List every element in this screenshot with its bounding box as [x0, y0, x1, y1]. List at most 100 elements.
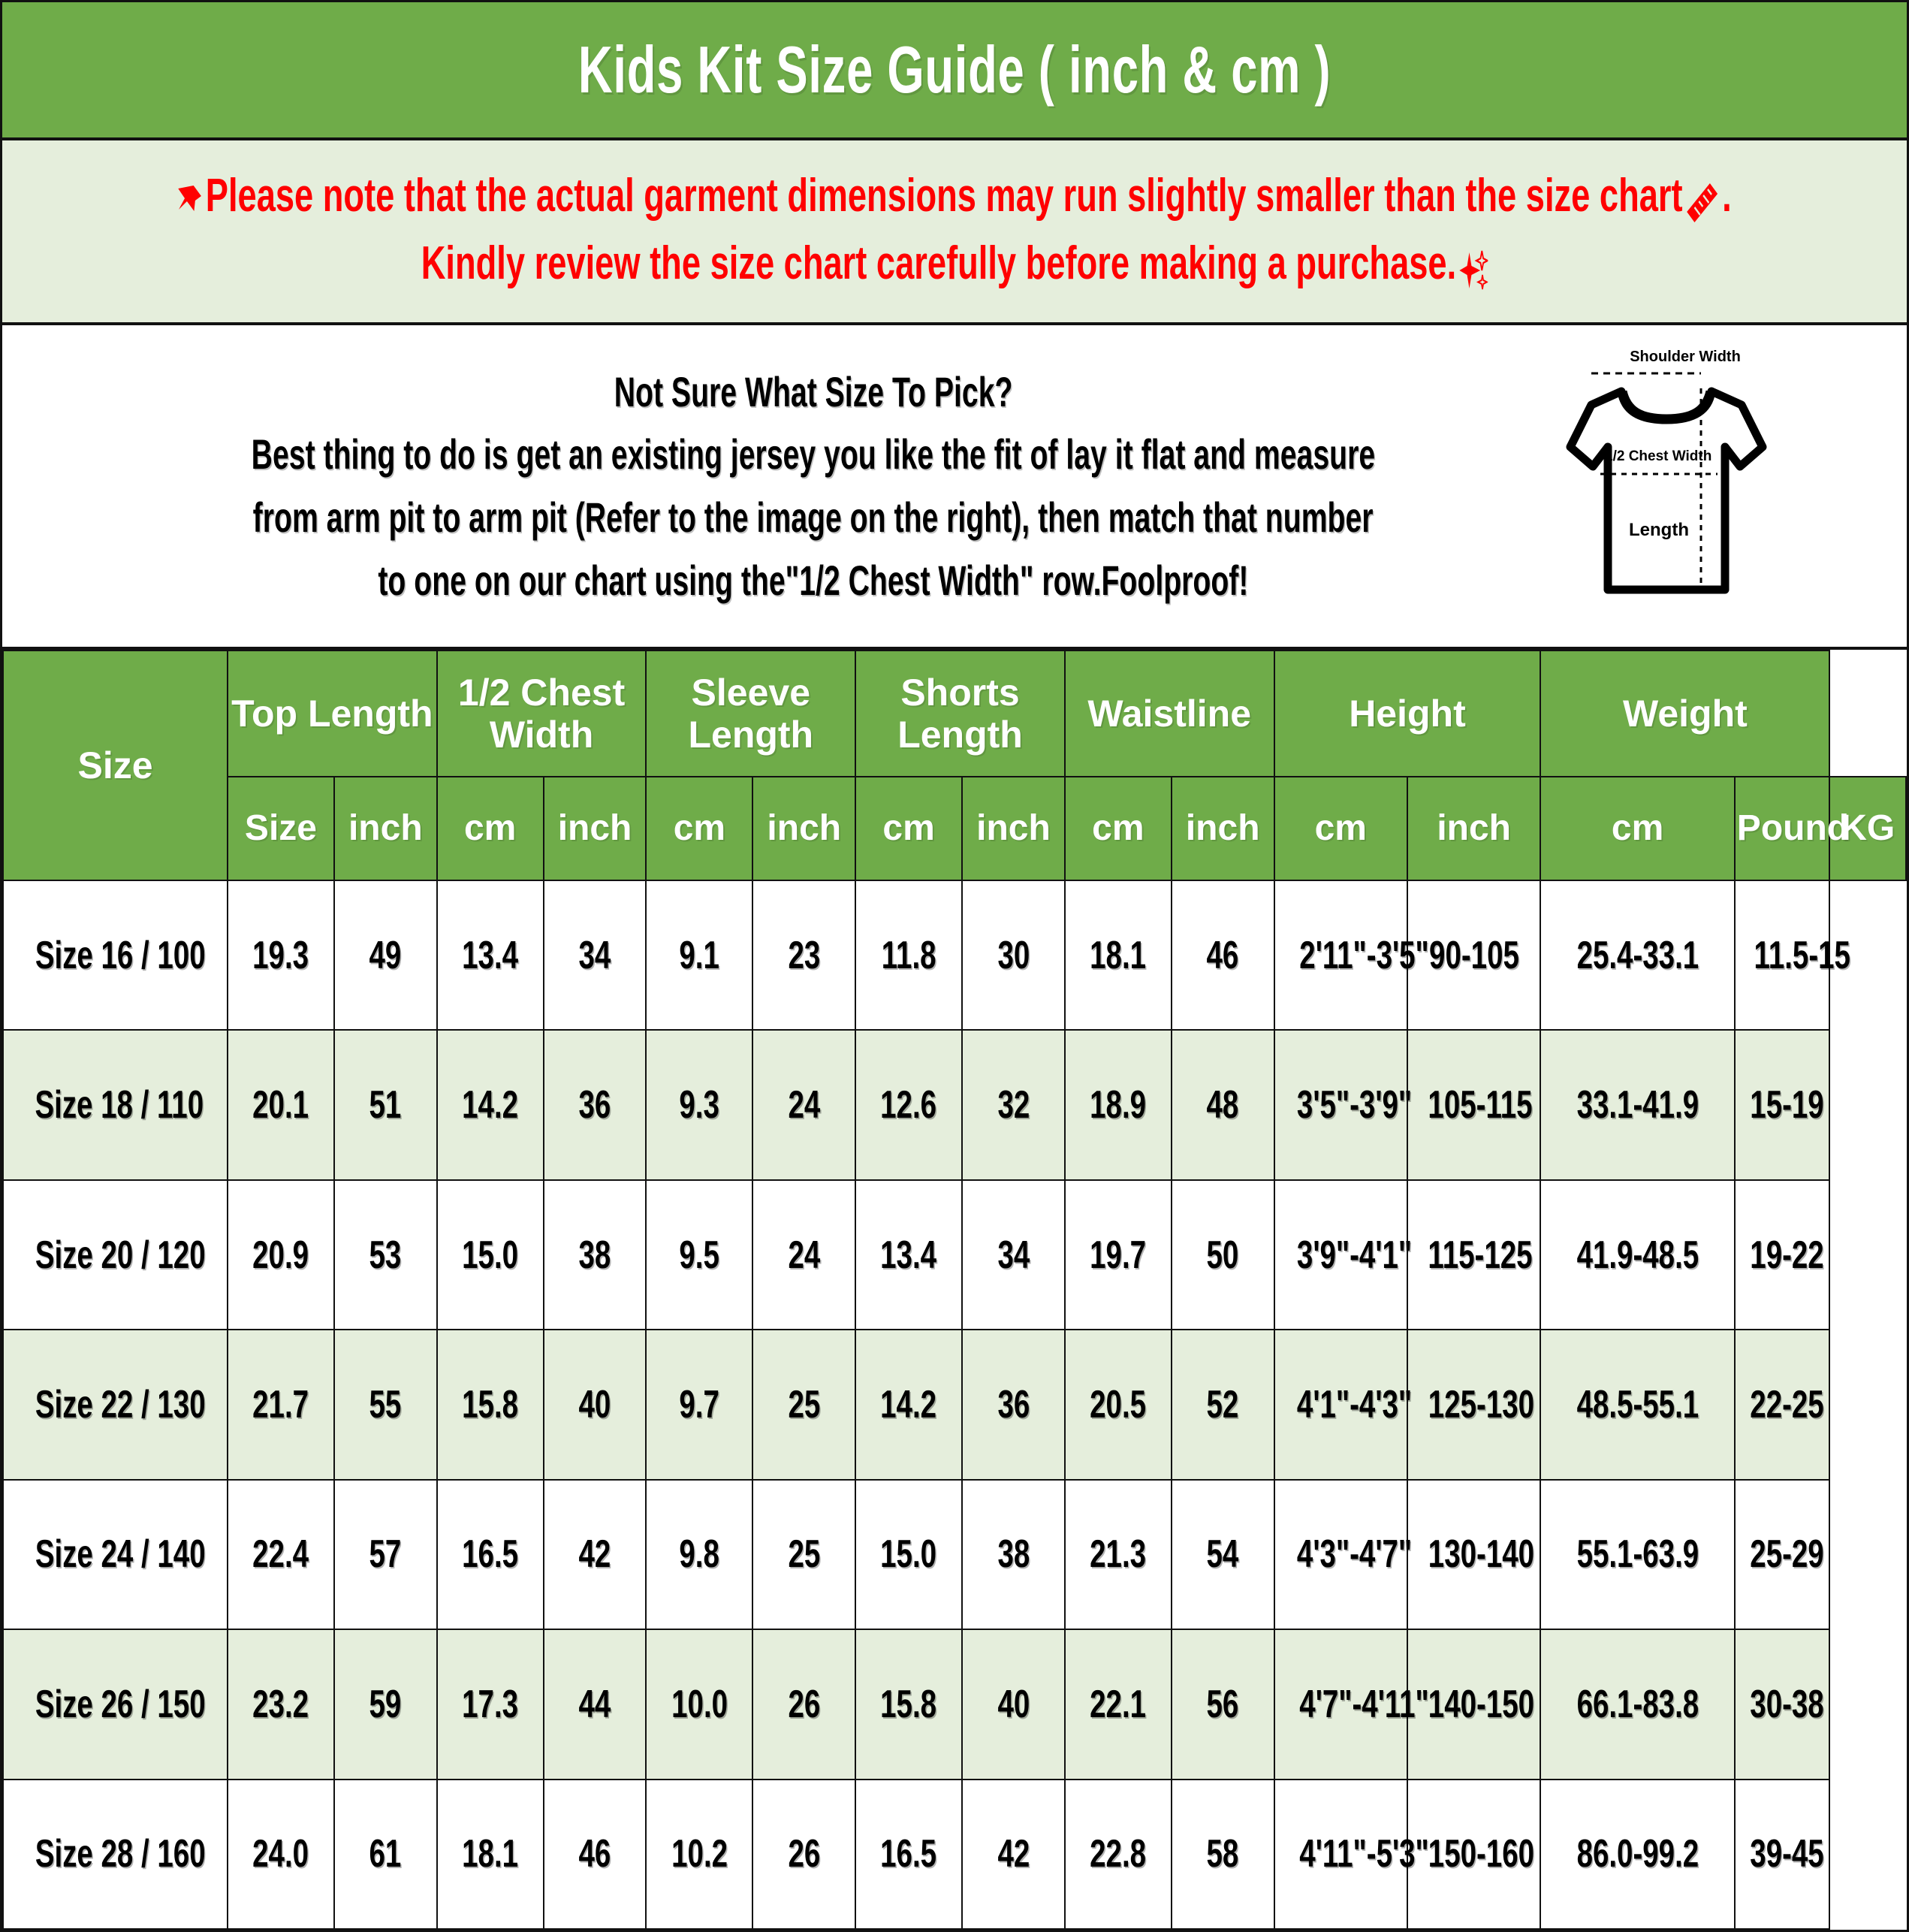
measurement-cell: 9.7 [645, 1329, 754, 1481]
measurement-cell: 9.8 [645, 1478, 754, 1631]
measurement-cell: 23.2 [227, 1629, 335, 1780]
header-waistline: Waistline [1063, 650, 1275, 777]
shoulder-width-label: Shoulder Width [1630, 349, 1741, 365]
size-label-cell: Size 24 / 140 [2, 1478, 228, 1631]
measurement-cell: 4'3"-4'7" [1273, 1478, 1412, 1631]
table-row: Size 24 / 140 22.4 57 16.5 42 9.8 25 15.0 38 21.3… [2, 1478, 1906, 1631]
instructions-line-2: from arm pit to arm pit (Refer to the im… [253, 494, 1374, 541]
size-label-cell: Size 26 / 150 [2, 1629, 228, 1780]
measurement-cell: 11.8 [855, 879, 964, 1031]
tshirt-measurement-diagram: Shoulder Width 1/2 Chest Width Length [1561, 342, 1809, 620]
measurement-cell: 54 [1170, 1478, 1275, 1631]
measurement-cell: 19-22 [1733, 1179, 1831, 1331]
notice-text-1: Please note that the actual garment dime… [205, 170, 1683, 222]
size-label-cell: Size 22 / 130 [2, 1329, 228, 1481]
measurement-cell: 57 [333, 1478, 438, 1631]
header-sleeve-length: Sleeve Length [645, 650, 857, 777]
measurement-cell: 4'1"-4'3" [1273, 1329, 1412, 1481]
measurement-cell: 40 [961, 1629, 1066, 1780]
tshirt-collar [1618, 390, 1714, 423]
measurement-cell: 15-19 [1733, 1029, 1831, 1181]
measurement-cell: 15.8 [855, 1629, 964, 1780]
measurement-cell: 18.1 [1063, 879, 1172, 1031]
measurement-cell: 59 [333, 1629, 438, 1780]
measurement-cell: 61 [333, 1778, 438, 1930]
instructions-heading: Not Sure What Size To Pick? [614, 367, 1013, 415]
measurement-cell: 25 [752, 1478, 857, 1631]
measurement-cell: 3'5"-3'9" [1273, 1029, 1412, 1181]
notice-line-1: Please note that the actual garment dime… [177, 162, 1732, 230]
measurement-cell: 56 [1170, 1629, 1275, 1780]
measurement-cell: 58 [1170, 1778, 1275, 1930]
notice-text-1-tail: . [1722, 170, 1732, 222]
size-chart-table: Size Top Length 1/2 Chest Width Sleeve L… [2, 650, 1907, 1930]
measurement-cell: 17.3 [436, 1629, 544, 1780]
measurement-cell: 22-25 [1733, 1329, 1831, 1481]
measurement-cell: 15.0 [855, 1478, 964, 1631]
measurement-cell: 15.0 [436, 1179, 544, 1331]
size-label-cell: Size 28 / 160 [2, 1778, 228, 1930]
measurement-cell: 55.1-63.9 [1540, 1478, 1736, 1631]
measurement-cell: 22.1 [1063, 1629, 1172, 1780]
measurement-cell: 2'11"-3'5" [1273, 879, 1428, 1031]
measurement-cell: 44 [542, 1629, 647, 1780]
measurement-cell: 40 [542, 1329, 647, 1481]
unit-header-11: inch [1406, 776, 1542, 881]
measurement-cell: 50 [1170, 1179, 1275, 1331]
measurement-cell: 20.9 [227, 1179, 335, 1331]
measurement-cell: 9.5 [645, 1179, 754, 1331]
measurement-cell: 12.6 [855, 1029, 964, 1181]
measurement-cell: 22.4 [227, 1478, 335, 1631]
measurement-cell: 18.1 [436, 1778, 544, 1930]
size-label-cell: Size 16 / 100 [2, 879, 228, 1031]
measurement-cell: 46 [1170, 879, 1275, 1031]
size-label-cell: Size 18 / 110 [2, 1029, 228, 1181]
size-table-wrap: Size Top Length 1/2 Chest Width Sleeve L… [2, 650, 1907, 1930]
measurement-cell: 130-140 [1406, 1478, 1542, 1631]
header-shorts-length: Shorts Length [855, 650, 1066, 777]
page-title: Kids Kit Size Guide ( inch & cm ) [578, 32, 1331, 107]
measurement-cell: 11.5-15 [1733, 879, 1850, 1031]
table-row: Size 28 / 160 24.0 61 18.1 46 10.2 26 16.5 42 22.… [2, 1778, 1906, 1930]
notice-line-2: Kindly review the size chart carefully b… [421, 230, 1490, 297]
measurement-cell: 42 [542, 1478, 647, 1631]
measurement-cell: 20.5 [1063, 1329, 1172, 1481]
unit-header-1: inch [333, 776, 438, 881]
measurement-cell: 33.1-41.9 [1540, 1029, 1736, 1181]
title-bar: Kids Kit Size Guide ( inch & cm ) [2, 2, 1907, 140]
measurement-cell: 21.3 [1063, 1478, 1172, 1631]
measurement-cell: 105-115 [1406, 1029, 1542, 1181]
measurement-cell: 24.0 [227, 1778, 335, 1930]
length-label: Length [1629, 520, 1689, 540]
measurement-cell: 52 [1170, 1329, 1275, 1481]
measurement-cell: 24 [752, 1179, 857, 1331]
chest-width-label: 1/2 Chest Width [1605, 448, 1711, 464]
measurement-cell: 13.4 [436, 879, 544, 1031]
measurement-cell: 19.7 [1063, 1179, 1172, 1331]
unit-header-row: Size inch cm inch cm inch cm inch cm inc… [3, 776, 1907, 881]
measurement-cell: 25 [752, 1329, 857, 1481]
unit-header-size: Size [227, 776, 335, 881]
table-row: Size 18 / 110 20.1 51 14.2 36 9.3 24 12.6 32 18.9… [2, 1029, 1906, 1181]
group-header-row: Size Top Length 1/2 Chest Width Sleeve L… [2, 650, 1906, 881]
unit-header-pound: Pound [1733, 776, 1849, 881]
header-height: Height [1273, 650, 1542, 777]
measurement-cell: 23 [752, 879, 857, 1031]
measurement-cell: 20.1 [227, 1029, 335, 1181]
measurement-cell: 25-29 [1733, 1478, 1831, 1631]
measurement-cell: 24 [752, 1029, 857, 1181]
table-row: Size 20 / 120 20.9 53 15.0 38 9.5 24 13.4 34 19.7… [2, 1179, 1906, 1331]
instructions-text: Not Sure What Size To Pick? Best thing t… [2, 362, 1617, 610]
measurement-cell: 9.1 [645, 879, 754, 1031]
measurement-cell: 115-125 [1406, 1179, 1542, 1331]
measurement-cell: 32 [961, 1029, 1066, 1181]
measurement-cell: 13.4 [855, 1179, 964, 1331]
measurement-cell: 25.4-33.1 [1540, 879, 1736, 1031]
measurement-cell: 48 [1170, 1029, 1275, 1181]
measurement-cell: 21.7 [227, 1329, 335, 1481]
measurement-cell: 4'7"-4'11" [1273, 1629, 1428, 1780]
measurement-cell: 38 [961, 1478, 1066, 1631]
measurement-cell: 49 [333, 879, 438, 1031]
unit-header-2: cm [436, 776, 544, 881]
